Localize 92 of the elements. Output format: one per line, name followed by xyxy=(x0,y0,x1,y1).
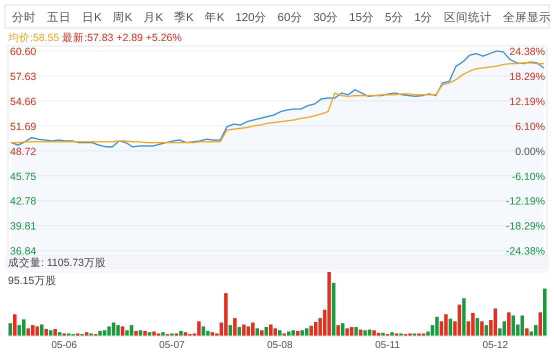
bar xyxy=(256,328,260,336)
bar xyxy=(340,323,344,336)
bar xyxy=(184,332,188,336)
y-tick-label: 57.63 xyxy=(10,70,36,83)
y-tick-label: 51.69 xyxy=(10,120,36,133)
bar xyxy=(48,330,52,336)
bar xyxy=(512,316,516,336)
text: 年K xyxy=(204,11,225,24)
bar xyxy=(44,328,48,336)
bar xyxy=(35,326,39,336)
bar xyxy=(58,332,62,336)
bar xyxy=(538,312,542,336)
bar xyxy=(327,272,331,336)
bar xyxy=(390,332,394,336)
y-tick-label: 36.84 xyxy=(10,246,36,258)
x-tick-label: 05-06 xyxy=(51,340,78,351)
bar xyxy=(480,321,484,336)
bar xyxy=(291,330,295,336)
y-tick-label: 45.75 xyxy=(10,170,36,183)
bar xyxy=(12,314,16,336)
y-tick-label: 39.81 xyxy=(10,220,36,233)
y2-tick-label: 18.29% xyxy=(509,70,545,83)
text: 成交量: 1105.73万股 xyxy=(8,256,106,269)
text: 120分 xyxy=(235,11,267,24)
annotation: 95.15万股 xyxy=(8,275,56,287)
bar xyxy=(53,328,57,336)
bar xyxy=(242,324,246,336)
bar xyxy=(354,327,358,336)
bar xyxy=(148,332,152,336)
text: 均价:58.55 xyxy=(7,32,60,44)
bar xyxy=(543,288,546,336)
y2-tick-label: -18.29% xyxy=(506,220,545,233)
y-tick-label: 42.78 xyxy=(10,196,36,208)
bar xyxy=(210,332,214,336)
bar xyxy=(278,330,282,336)
bar xyxy=(304,328,308,336)
bar xyxy=(448,318,452,336)
bar xyxy=(264,327,268,336)
y2-tick-label: 24.38% xyxy=(509,46,545,58)
text: 1分 xyxy=(414,11,433,24)
text: 季K xyxy=(174,11,194,24)
bar xyxy=(336,325,340,336)
bar xyxy=(22,319,26,336)
text: 月K xyxy=(143,11,164,24)
bar xyxy=(350,327,354,336)
x-tick-label: 05-08 xyxy=(266,340,293,351)
bar xyxy=(130,325,134,336)
text: 最新:57.83 +2.89 +5.26% xyxy=(62,31,182,44)
text: 全屏显示 xyxy=(502,11,551,24)
text: 60分 xyxy=(278,11,302,24)
bar xyxy=(476,318,480,336)
bar xyxy=(269,324,273,336)
bar xyxy=(161,332,165,336)
bar xyxy=(507,312,511,336)
x-tick-label: 05-12 xyxy=(482,340,509,351)
y-tick-label: 60.60 xyxy=(10,46,36,58)
bar xyxy=(484,325,488,336)
bar xyxy=(358,330,362,336)
bar xyxy=(138,330,142,336)
y2-tick-label: -6.10% xyxy=(512,170,545,183)
y2-tick-label: 12.19% xyxy=(509,96,545,108)
bar xyxy=(233,318,237,336)
x-tick-label: 05-11 xyxy=(375,340,400,351)
text: 5分 xyxy=(384,11,404,24)
line-series xyxy=(10,62,544,144)
bar xyxy=(202,326,206,336)
x-tick-label: 05-07 xyxy=(159,340,186,351)
bar xyxy=(40,324,44,336)
y2-tick-label: -12.19% xyxy=(506,196,545,208)
bar xyxy=(228,325,232,336)
bar xyxy=(260,330,264,336)
bar xyxy=(525,328,529,336)
y-tick-label: 54.66 xyxy=(10,96,36,108)
text: 15分 xyxy=(349,11,374,24)
text: 30分 xyxy=(313,11,338,24)
text: 区间统计 xyxy=(444,10,492,24)
y2-tick-label: 0.00% xyxy=(515,146,545,158)
bar xyxy=(84,332,88,336)
bar xyxy=(8,323,12,336)
y2-tick-label: 6.10% xyxy=(515,120,545,133)
text: 分时 xyxy=(12,11,36,24)
bar xyxy=(238,327,242,336)
text: 五日 xyxy=(47,11,71,24)
bar xyxy=(462,298,466,336)
y2-tick-label: -24.38% xyxy=(506,246,545,258)
text: 日K xyxy=(82,11,102,24)
bar xyxy=(368,330,372,336)
y-tick-label: 48.72 xyxy=(10,146,36,158)
text: 周K xyxy=(112,11,133,24)
bar xyxy=(120,326,124,336)
bar xyxy=(332,282,336,336)
bar xyxy=(116,325,120,336)
